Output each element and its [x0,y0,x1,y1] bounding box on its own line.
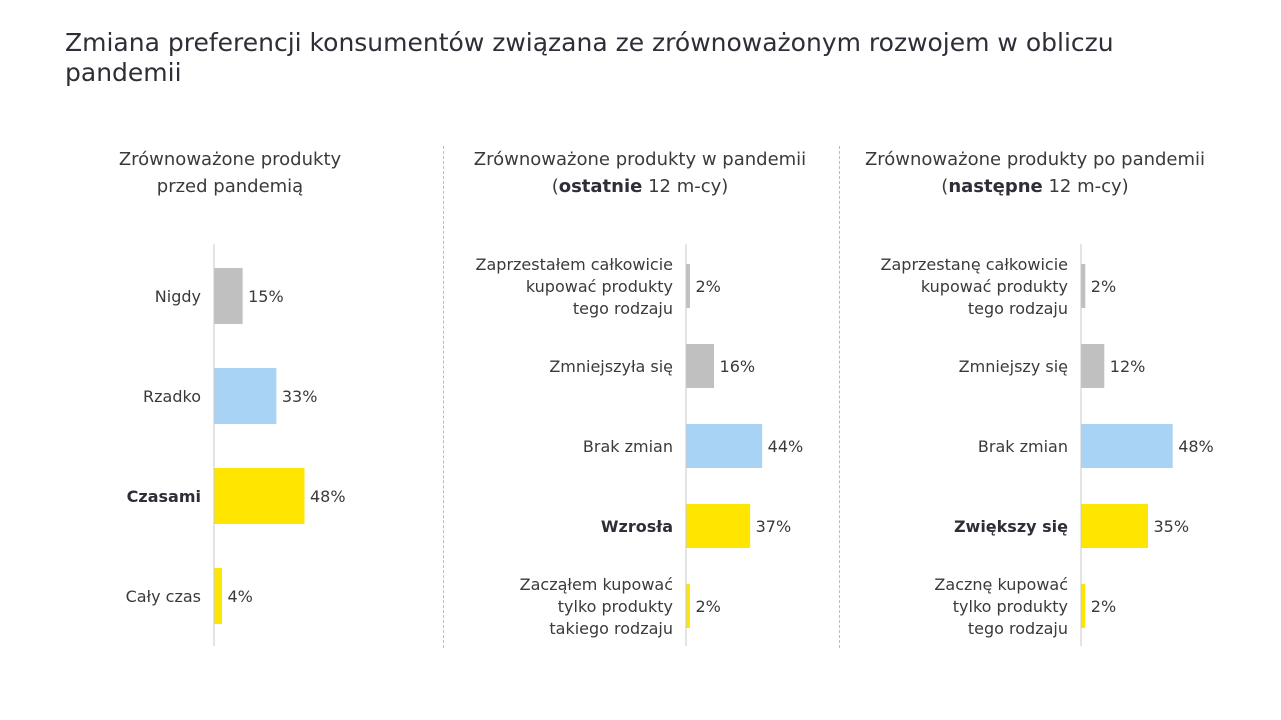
category-label: Brak zmian [978,437,1068,456]
bar [686,344,715,388]
category-label-line: tego rodzaju [968,619,1068,638]
category-label-line: Zacząłem kupować [520,575,673,594]
category-label: Zacznę kupować tylko produkty tego rodzaju [934,575,1068,638]
bar [1081,584,1086,628]
category-label: Zmniejszyła się [549,357,673,376]
bar [686,504,751,548]
bar [686,424,763,468]
category-label-line: tego rodzaju [573,299,673,318]
value-label: 33% [282,387,318,406]
bar [1081,344,1105,388]
panel-divider [443,146,444,648]
panel-title-line2: 12 m-cy) [1042,176,1129,197]
value-label: 12% [1110,357,1146,376]
category-label: Rzadko [143,387,201,406]
category-label-line: Czasami [127,487,201,506]
category-label-line: Zwiększy się [954,517,1068,536]
bar [214,568,222,624]
page-title: Zmiana preferencji konsumentów związana … [65,28,1114,87]
value-label: 44% [768,437,804,456]
category-label: Nigdy [155,287,201,306]
category-label: Zwiększy się [954,517,1068,536]
category-label-line: tylko produkty [558,597,673,616]
value-label: 2% [1091,597,1116,616]
bar [1081,424,1173,468]
category-label-line: Zaprzestałem całkowicie [476,255,673,274]
bar [214,268,243,324]
category-label-line: Wzrosła [601,517,673,536]
value-label: 2% [695,597,720,616]
category-label-line: Brak zmian [583,437,673,456]
bar [686,264,690,308]
panel-title-line1: Zrównoważone produkty w pandemii [473,149,807,170]
category-label-line: Zaprzestanę całkowicie [881,255,1068,274]
category-label: Wzrosła [601,517,673,536]
value-label: 2% [695,277,720,296]
category-label-line: tylko produkty [953,597,1068,616]
value-label: 2% [1091,277,1116,296]
category-label: Czasami [127,487,201,506]
panel-divider [839,146,840,648]
category-label: Zacząłem kupować tylko produkty takiego ro… [520,575,673,638]
category-label: Brak zmian [583,437,673,456]
category-label: Zmniejszy się [959,357,1068,376]
panel-title-during: Zrównoważone produkty w pandemii (ostatn… [450,146,830,200]
value-label: 4% [228,587,253,606]
bar [686,584,690,628]
category-label: Zaprzestałem całkowicie kupować produkty t… [476,255,673,318]
panel-title-bold: ostatnie [558,176,643,197]
value-label: 35% [1154,517,1190,536]
category-label-line: kupować produkty [921,277,1068,296]
category-label-line: tego rodzaju [968,299,1068,318]
value-label: 16% [720,357,756,376]
category-label: Cały czas [126,587,201,606]
category-label-line: Zmniejszyła się [549,357,673,376]
category-label-line: kupować produkty [526,277,673,296]
bar [1081,264,1086,308]
bar [1081,504,1148,548]
category-label-line: Zacznę kupować [934,575,1068,594]
panel-title-line2-wrap: (ostatnie 12 m-cy) [551,176,729,197]
panel-title-bold: następne [948,176,1043,197]
panel-title-after: Zrównoważone produkty po pandemii (nastę… [845,146,1225,200]
panel-title-before: Zrównoważone produkty przed pandemią [80,146,380,200]
category-label-line: Zmniejszy się [959,357,1068,376]
value-label: 48% [310,487,346,506]
category-label-line: Rzadko [143,387,201,406]
category-label: Zaprzestanę całkowicie kupować produkty te… [881,255,1068,318]
bar [214,368,277,424]
panel-title-line2-wrap: (następne 12 m-cy) [941,176,1129,197]
bar [214,468,305,524]
value-label: 37% [756,517,792,536]
value-label: 15% [248,287,284,306]
panel-title-line1: Zrównoważone produkty [118,149,342,170]
value-label: 48% [1178,437,1214,456]
category-label-line: Cały czas [126,587,201,606]
category-label-line: Brak zmian [978,437,1068,456]
panel-title-line2: przed pandemią [156,176,304,197]
category-label-line: takiego rodzaju [549,619,673,638]
category-label-line: Nigdy [155,287,201,306]
panel-title-line2: 12 m-cy) [642,176,729,197]
panel-title-line1: Zrównoważone produkty po pandemii [864,149,1206,170]
